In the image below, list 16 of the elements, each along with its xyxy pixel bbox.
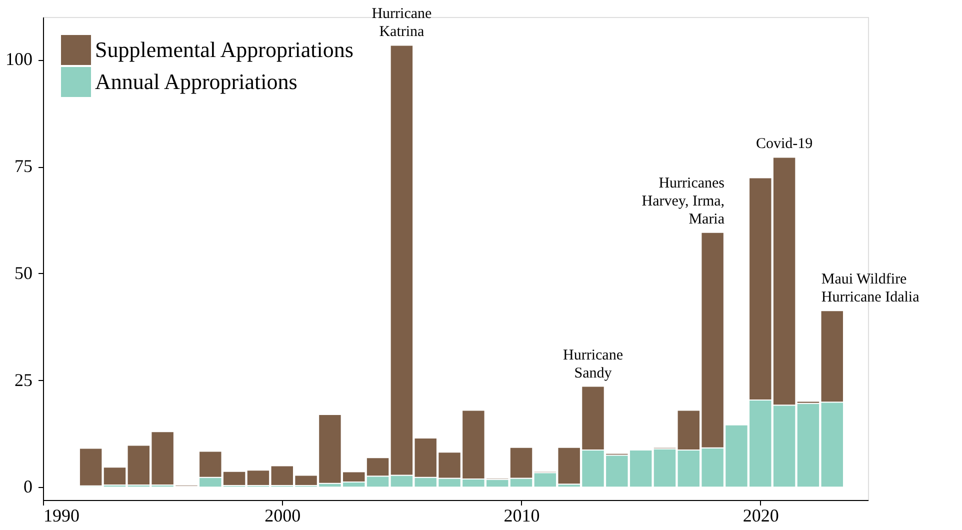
- annotation: Maui Wildfire Hurricane Idalia: [821, 272, 920, 306]
- legend-label: Supplemental Appropriations: [95, 37, 354, 62]
- annotation: Hurricane Katrina: [372, 6, 432, 40]
- x-tick-label: 2010: [504, 506, 540, 526]
- x-tick-label: 2000: [264, 506, 301, 526]
- y-tick-label: 75: [14, 156, 32, 176]
- x-tick-label: 2020: [742, 506, 779, 526]
- legend-label: Annual Appropriations: [95, 69, 298, 94]
- y-tick-label: 25: [14, 370, 32, 390]
- annotation: Hurricane Sandy: [563, 348, 624, 382]
- y-tick-label: 0: [24, 476, 32, 497]
- annotation: Hurricanes Harvey, Irma, Maria: [642, 175, 725, 228]
- y-tick-label: 100: [6, 49, 32, 70]
- annotation: Covid-19: [756, 136, 813, 152]
- x-tick-label: 1990: [44, 506, 80, 526]
- y-tick-label: 50: [14, 262, 32, 283]
